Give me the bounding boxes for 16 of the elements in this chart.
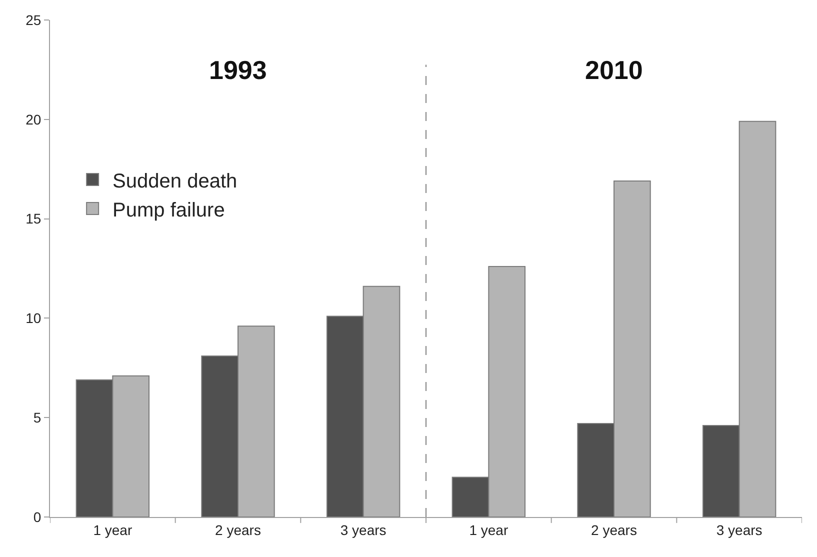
y-tick-label: 15 bbox=[26, 210, 42, 227]
y-tick-label: 0 bbox=[33, 508, 42, 525]
x-tick-label: 1 year bbox=[469, 522, 508, 538]
y-tick-label: 10 bbox=[26, 310, 42, 326]
x-tick-label: 2 years bbox=[591, 522, 637, 538]
x-tick-label: 1 year bbox=[93, 522, 132, 538]
y-tick-label: 20 bbox=[26, 111, 42, 128]
x-tick-label: 2 years bbox=[215, 522, 261, 538]
annotation: 2010 bbox=[585, 55, 643, 85]
x-tick-label: 3 years bbox=[340, 522, 386, 538]
legend-label: Sudden death bbox=[112, 170, 238, 192]
x-tick-label: 3 years bbox=[716, 522, 762, 538]
y-tick-label: 25 bbox=[26, 12, 42, 28]
y-tick-label: 5 bbox=[33, 410, 42, 426]
legend-label: Pump failure bbox=[112, 199, 225, 222]
annotation: 1993 bbox=[209, 55, 267, 85]
